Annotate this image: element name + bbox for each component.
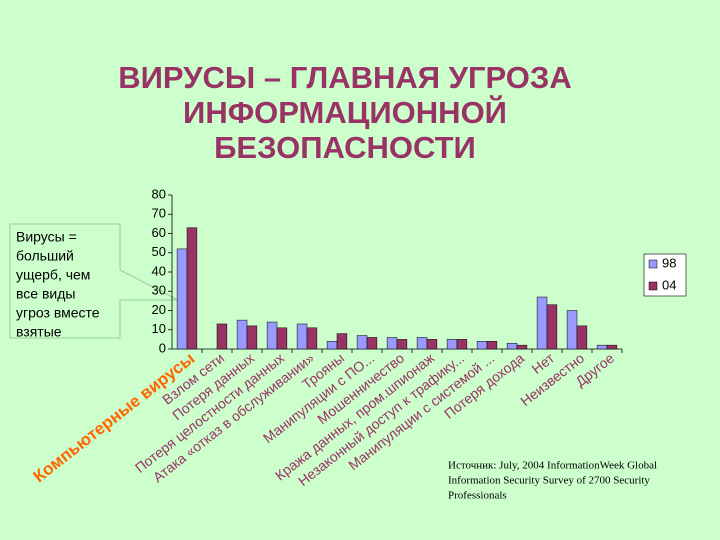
bar (516, 344, 528, 350)
bar (336, 333, 348, 350)
y-tick-label: 30 (152, 283, 166, 298)
legend-label: 04 (662, 277, 676, 292)
y-tick-label: 10 (152, 321, 166, 336)
callout-text: все виды (16, 286, 75, 302)
bar (576, 325, 588, 350)
y-tick-label: 20 (152, 302, 166, 317)
bar (606, 344, 618, 350)
bar (266, 321, 278, 350)
bar (306, 327, 318, 350)
bar (486, 341, 498, 350)
title-line: ИНФОРМАЦИОННОЙ (183, 94, 507, 130)
bar (296, 323, 308, 350)
legend-swatch (648, 259, 658, 269)
bar (216, 323, 228, 350)
y-tick-label: 70 (152, 206, 166, 221)
bar (366, 337, 378, 350)
title-line: БЕЗОПАСНОСТИ (214, 130, 476, 165)
bar (186, 227, 198, 350)
bar (426, 339, 438, 350)
bar (446, 339, 458, 350)
callout-text: Вирусы = (16, 229, 77, 245)
callout-text: больший (16, 248, 74, 264)
legend-swatch (648, 281, 658, 291)
y-tick-label: 50 (152, 244, 166, 259)
bar (276, 327, 288, 350)
bar (506, 342, 518, 350)
bar (386, 337, 398, 350)
callout-text: ущерб, чем (16, 267, 90, 283)
callout-text: угроз вместе (16, 305, 100, 321)
bar (396, 339, 408, 350)
callout-text: взятые (16, 324, 62, 340)
bar (356, 335, 368, 350)
bar (456, 339, 468, 350)
bar (596, 344, 608, 350)
y-tick-label: 60 (152, 225, 166, 240)
title-line: ВИРУСЫ – ГЛАВНАЯ УГРОЗА (118, 60, 571, 95)
bar (416, 337, 428, 350)
source-text: Information Security Survey of 2700 Secu… (448, 475, 650, 487)
bar (476, 341, 488, 350)
bar (326, 341, 338, 350)
bar (246, 325, 258, 350)
y-tick-label: 80 (152, 186, 166, 201)
legend-label: 98 (662, 255, 676, 270)
source-text: Источник: July, 2004 InformationWeek Glo… (448, 460, 657, 472)
bar (536, 296, 548, 350)
y-tick-label: 0 (159, 340, 166, 355)
bar (566, 310, 578, 350)
bar (546, 304, 558, 350)
y-tick-label: 40 (152, 263, 166, 278)
bar (236, 319, 248, 350)
bar (176, 248, 188, 350)
callout-shape (9, 223, 179, 339)
source-text: Professionals (448, 490, 507, 502)
